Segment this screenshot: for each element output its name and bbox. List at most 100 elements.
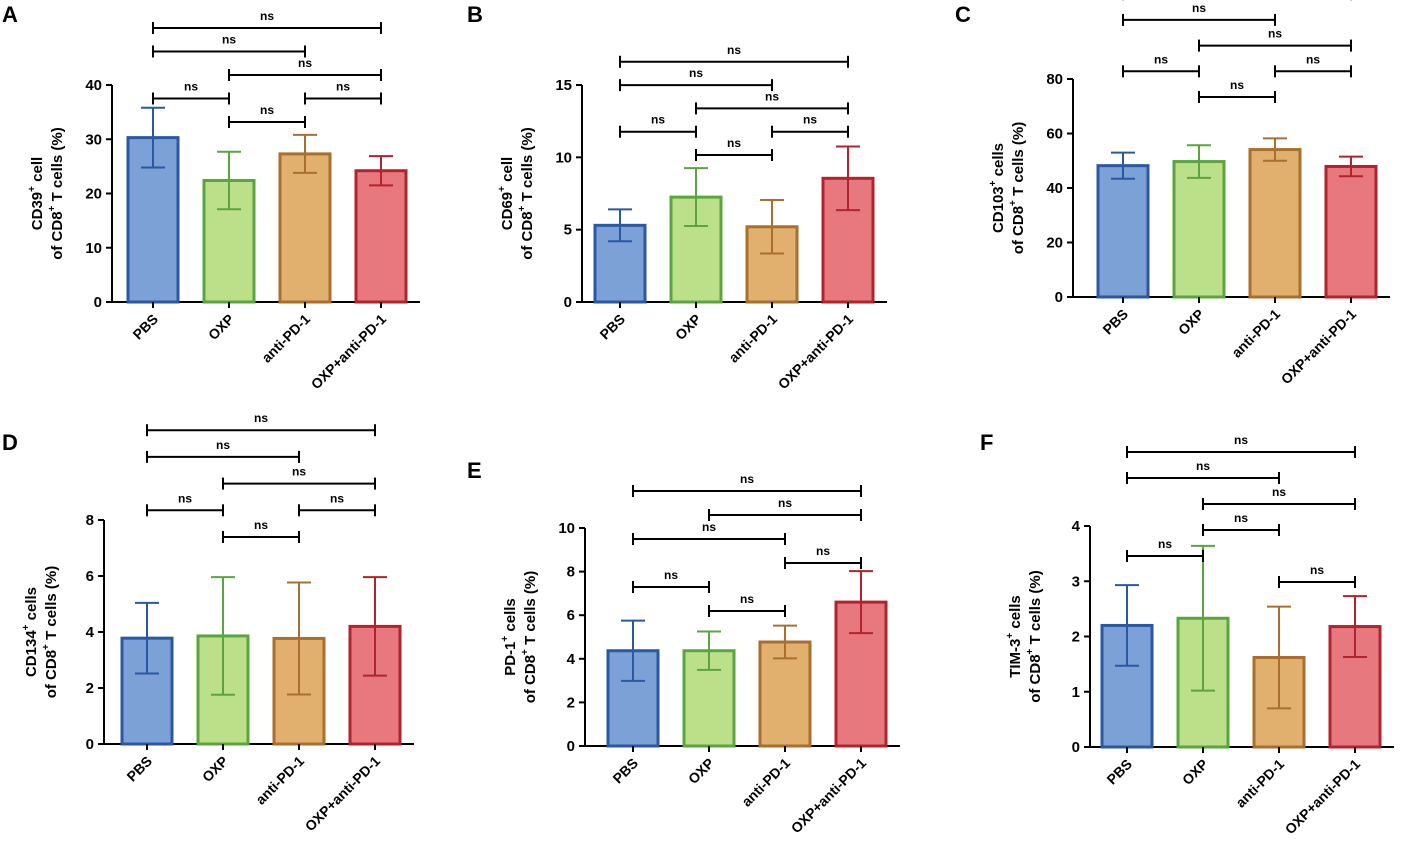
- significance-bracket: ns: [228, 103, 306, 128]
- significance-label: ns: [803, 113, 817, 127]
- bar-oxp-anti-pd-1: [1324, 164, 1378, 299]
- significance-bracket: ns: [1198, 27, 1352, 52]
- significance-bracket: ns: [632, 472, 862, 497]
- significance-bracket: ns: [152, 33, 306, 58]
- error-bar: [217, 150, 241, 211]
- significance-bracket: ns: [146, 491, 224, 517]
- bar-oxp: [1172, 160, 1226, 299]
- significance-label: ns: [1158, 537, 1172, 551]
- y-tick-label: 20: [1046, 235, 1063, 252]
- significance-label: ns: [778, 496, 792, 510]
- category-label: OXP: [672, 311, 704, 343]
- category-label: OXP: [199, 753, 231, 785]
- category-label: OXP+anti-PD-1: [1282, 756, 1364, 838]
- y-tick-label: 2: [86, 680, 94, 697]
- y-tick-label: 4: [567, 651, 576, 668]
- y-tick-label: 8: [86, 512, 94, 529]
- category-label: anti-PD-1: [725, 311, 780, 366]
- significance-label: ns: [651, 113, 665, 127]
- y-tick-label: 2: [567, 694, 575, 711]
- significance-label: ns: [1272, 485, 1286, 499]
- significance-label: ns: [260, 103, 274, 117]
- significance-bracket: ns: [1274, 52, 1352, 78]
- significance-label: ns: [765, 89, 779, 103]
- significance-label: ns: [1230, 78, 1244, 92]
- y-tick-label: 40: [85, 77, 102, 94]
- y-axis-title-line2: of CD8+ T cells (%): [47, 127, 66, 260]
- y-tick-label: 0: [94, 294, 102, 311]
- bar-anti-pd-1: [1248, 148, 1302, 299]
- significance-bracket: ns: [708, 592, 786, 617]
- significance-bracket: ns: [1126, 433, 1356, 458]
- error-bar: [1187, 144, 1211, 179]
- y-tick-label: 30: [85, 131, 102, 148]
- panel-letter: E: [467, 458, 482, 483]
- error-bar: [135, 601, 159, 675]
- error-bar: [1115, 584, 1139, 667]
- significance-bracket: ns: [1198, 78, 1276, 103]
- category-label: OXP+anti-PD-1: [302, 753, 384, 835]
- significance-label: ns: [184, 80, 198, 94]
- category-label: OXP: [1175, 306, 1207, 338]
- error-bar: [773, 624, 797, 660]
- panel-letter: D: [2, 430, 18, 455]
- y-tick-label: 6: [86, 568, 94, 585]
- y-tick-label: 1: [1072, 684, 1080, 701]
- error-bar: [211, 576, 235, 696]
- significance-label: ns: [1306, 52, 1320, 66]
- significance-label: ns: [1268, 27, 1282, 41]
- y-axis-title-line1: TIM-3+ cells: [1005, 595, 1024, 678]
- significance-bracket: ns: [1122, 1, 1276, 26]
- error-bar: [1263, 137, 1287, 162]
- y-tick-label: 5: [564, 222, 572, 239]
- significance-bracket: ns: [632, 568, 710, 593]
- error-bar: [1343, 595, 1367, 658]
- panel-letter: C: [955, 2, 971, 27]
- category-label: PBS: [609, 755, 641, 787]
- y-tick-label: 6: [567, 607, 575, 624]
- significance-label: ns: [664, 568, 678, 582]
- significance-label: ns: [260, 9, 274, 23]
- significance-bracket: ns: [222, 465, 376, 490]
- significance-label: ns: [178, 491, 192, 505]
- y-tick-label: 0: [86, 736, 94, 753]
- significance-label: ns: [336, 80, 350, 94]
- y-tick-label: 0: [1072, 739, 1080, 756]
- significance-bracket: ns: [619, 66, 773, 92]
- category-label: PBS: [1099, 306, 1131, 338]
- significance-label: ns: [292, 465, 306, 479]
- category-label: anti-PD-1: [1232, 756, 1287, 811]
- significance-bracket: ns: [146, 411, 376, 437]
- panel-letter: B: [467, 2, 483, 27]
- category-label: OXP: [205, 311, 237, 343]
- category-label: OXP: [685, 755, 717, 787]
- y-tick-label: 0: [1055, 289, 1063, 306]
- panel-letter: A: [2, 2, 18, 27]
- y-axis-title-line2: of CD8+ T cells (%): [517, 127, 536, 260]
- y-tick-label: 4: [86, 624, 95, 641]
- category-label: OXP: [1179, 756, 1211, 788]
- error-bar: [849, 570, 873, 635]
- significance-bracket: ns: [152, 9, 382, 34]
- error-bar: [697, 630, 721, 671]
- error-bar: [836, 145, 860, 212]
- y-tick-label: 0: [564, 294, 572, 311]
- bar-anti-pd-1: [278, 152, 332, 304]
- category-label: PBS: [123, 753, 155, 785]
- category-label: PBS: [129, 311, 161, 343]
- significance-label: ns: [1196, 459, 1210, 473]
- significance-label: ns: [1154, 52, 1168, 66]
- significance-bracket: ns: [771, 113, 849, 138]
- y-axis-title-line1: CD103+ cells: [988, 143, 1007, 233]
- error-bar: [363, 576, 387, 677]
- y-tick-label: 8: [567, 564, 575, 581]
- significance-bracket: ns: [784, 544, 862, 569]
- error-bar: [684, 167, 708, 228]
- significance-label: ns: [298, 56, 312, 70]
- category-label: anti-PD-1: [252, 753, 307, 808]
- error-bar: [1267, 605, 1291, 710]
